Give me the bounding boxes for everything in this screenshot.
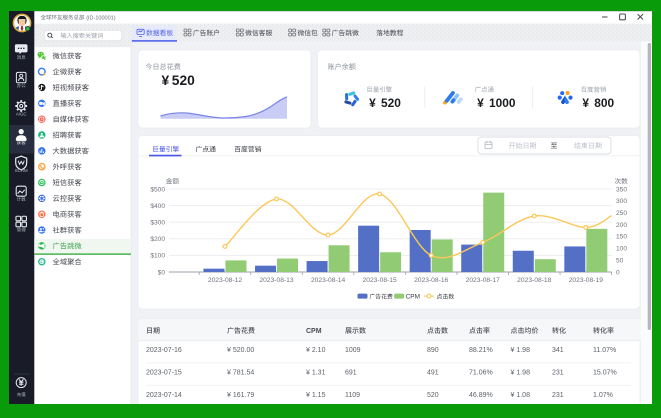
svg-text:2023-08-17: 2023-08-17 (466, 277, 500, 284)
svg-text:$100: $100 (150, 253, 165, 260)
svg-text:1009: 1009 (345, 347, 361, 354)
svg-text:150: 150 (616, 234, 627, 241)
svg-text:CPM: CPM (306, 328, 322, 335)
svg-text:1.07%: 1.07% (593, 392, 613, 399)
svg-text:50: 50 (616, 257, 624, 264)
svg-text:$300: $300 (150, 220, 165, 227)
svg-text:100: 100 (616, 246, 627, 253)
svg-text:2023-08-15: 2023-08-15 (363, 277, 397, 284)
svg-text:¥ 2.10: ¥ 2.10 (306, 347, 326, 354)
svg-text:200: 200 (616, 222, 627, 229)
svg-text:¥ 781.54: ¥ 781.54 (227, 370, 254, 377)
svg-text:520: 520 (427, 392, 439, 399)
svg-text:2023-08-14: 2023-08-14 (311, 277, 345, 284)
svg-text:231: 231 (552, 370, 564, 377)
svg-text:¥: ¥ (477, 96, 484, 110)
svg-text:2023-08-19: 2023-08-19 (569, 277, 603, 284)
svg-text:491: 491 (427, 370, 439, 377)
svg-text:890: 890 (427, 347, 439, 354)
svg-text:$500: $500 (150, 186, 165, 193)
svg-text:2023-08-12: 2023-08-12 (208, 277, 242, 284)
svg-text:¥ 1.15: ¥ 1.15 (306, 392, 326, 399)
svg-text:250: 250 (616, 210, 627, 217)
svg-text:350: 350 (616, 186, 627, 193)
svg-text:520: 520 (381, 96, 401, 110)
svg-text:800: 800 (594, 96, 614, 110)
svg-text:¥ 1.98: ¥ 1.98 (511, 370, 531, 377)
svg-text:0: 0 (616, 269, 620, 276)
svg-text:$200: $200 (150, 236, 165, 243)
svg-text:231: 231 (552, 392, 564, 399)
svg-text:2023-08-18: 2023-08-18 (517, 277, 551, 284)
svg-text:2023-08-13: 2023-08-13 (259, 277, 293, 284)
svg-text:¥ 1.31: ¥ 1.31 (306, 370, 326, 377)
svg-text:(ID-100001): (ID-100001) (86, 15, 116, 21)
svg-text:520: 520 (172, 73, 195, 88)
svg-text:¥ 1.08: ¥ 1.08 (511, 392, 531, 399)
svg-text:1000: 1000 (489, 96, 516, 110)
svg-text:2023-07-14: 2023-07-14 (146, 392, 182, 399)
svg-text:46.89%: 46.89% (469, 392, 493, 399)
svg-text:2023-07-16: 2023-07-16 (146, 347, 182, 354)
svg-text:11.07%: 11.07% (593, 347, 616, 354)
svg-text:SCRM: SCRM (15, 168, 28, 173)
svg-text:$0: $0 (158, 269, 166, 276)
svg-text:$400: $400 (150, 203, 165, 210)
svg-text:¥: ¥ (582, 96, 589, 110)
svg-text:691: 691 (345, 370, 357, 377)
svg-text:1109: 1109 (345, 392, 360, 399)
svg-text:300: 300 (616, 198, 627, 205)
svg-text:¥ 520.00: ¥ 520.00 (227, 347, 254, 354)
svg-text:¥: ¥ (162, 73, 170, 88)
svg-text:¥ 161.79: ¥ 161.79 (227, 392, 254, 399)
svg-text:AIGC: AIGC (16, 112, 27, 117)
svg-text:2023-07-15: 2023-07-15 (146, 370, 182, 377)
svg-text:88.21%: 88.21% (469, 347, 493, 354)
svg-text:2023-08-16: 2023-08-16 (414, 277, 448, 284)
svg-text:¥: ¥ (369, 96, 376, 110)
svg-text:¥ 1.98: ¥ 1.98 (511, 347, 531, 354)
svg-text:71.06%: 71.06% (469, 370, 493, 377)
svg-text:15.07%: 15.07% (593, 370, 617, 377)
svg-text:CPM: CPM (406, 294, 420, 301)
svg-text:341: 341 (552, 347, 564, 354)
